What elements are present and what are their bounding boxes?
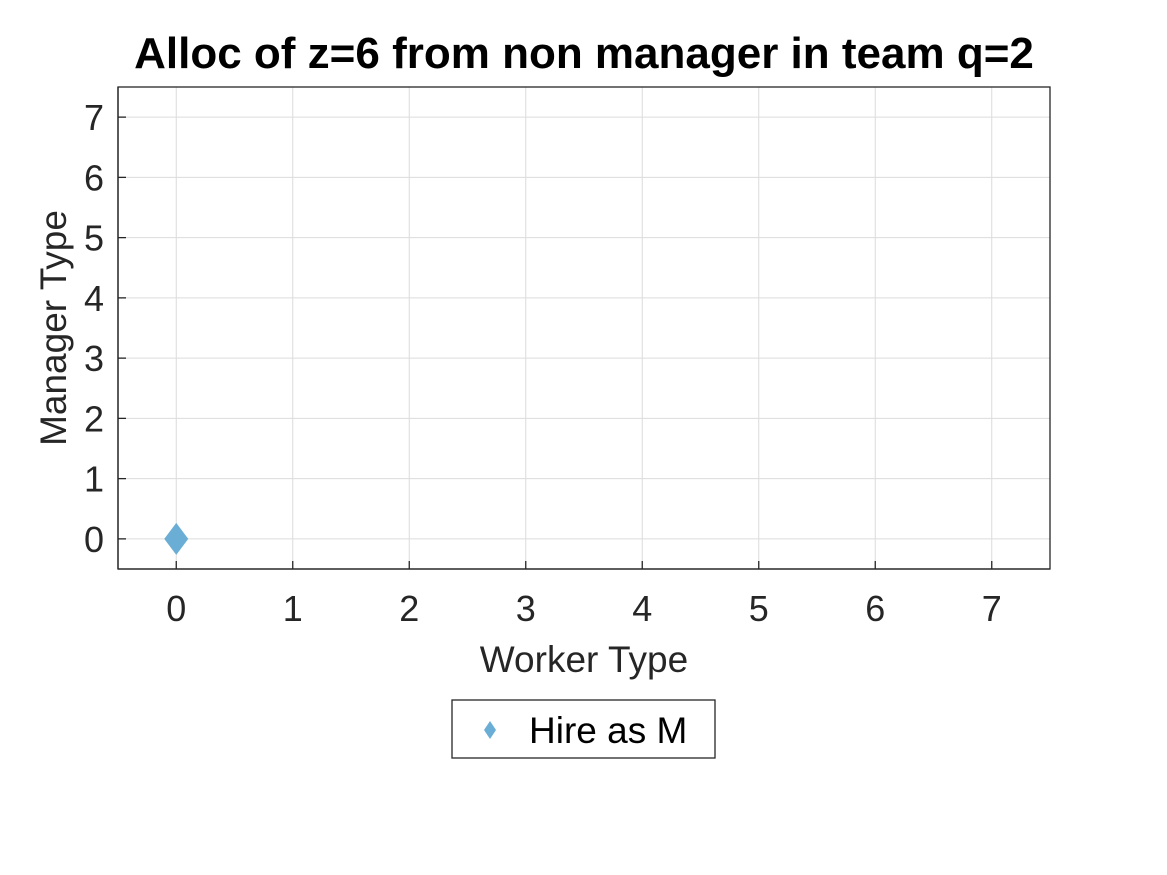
- legend-box: [451, 699, 716, 759]
- x-tick-label: 0: [166, 588, 186, 629]
- grid: [118, 87, 1050, 569]
- y-tick-label: 1: [84, 459, 104, 500]
- x-tick-label: 1: [283, 588, 303, 629]
- data-point-diamond: [164, 522, 189, 555]
- x-tick-label: 2: [399, 588, 419, 629]
- y-tick-label: 6: [84, 157, 104, 198]
- y-tick-label: 4: [84, 278, 104, 319]
- ticks: 0 1 2 3 4 5 6 7 0 1 2 3 4 5 6 7: [84, 97, 1002, 629]
- x-tick-label: 6: [865, 588, 885, 629]
- x-tick-label: 4: [632, 588, 652, 629]
- y-axis-label: Manager Type: [33, 210, 74, 446]
- x-tick-label: 3: [516, 588, 536, 629]
- y-tick-label: 2: [84, 398, 104, 439]
- markers: [164, 522, 189, 555]
- y-tick-label: 3: [84, 338, 104, 379]
- legend: Hire as M: [451, 699, 716, 759]
- legend-label: Hire as M: [529, 710, 687, 751]
- plot-area-frame: [117, 86, 1051, 570]
- x-tick-label: 7: [982, 588, 1002, 629]
- legend-marker-diamond: [484, 721, 496, 739]
- y-tick-label: 5: [84, 218, 104, 259]
- y-tick-label: 0: [84, 519, 104, 560]
- y-tick-label: 7: [84, 97, 104, 138]
- chart-title: Alloc of z=6 from non manager in team q=…: [134, 29, 1034, 78]
- x-axis-label: Worker Type: [480, 639, 688, 680]
- x-tick-label: 5: [749, 588, 769, 629]
